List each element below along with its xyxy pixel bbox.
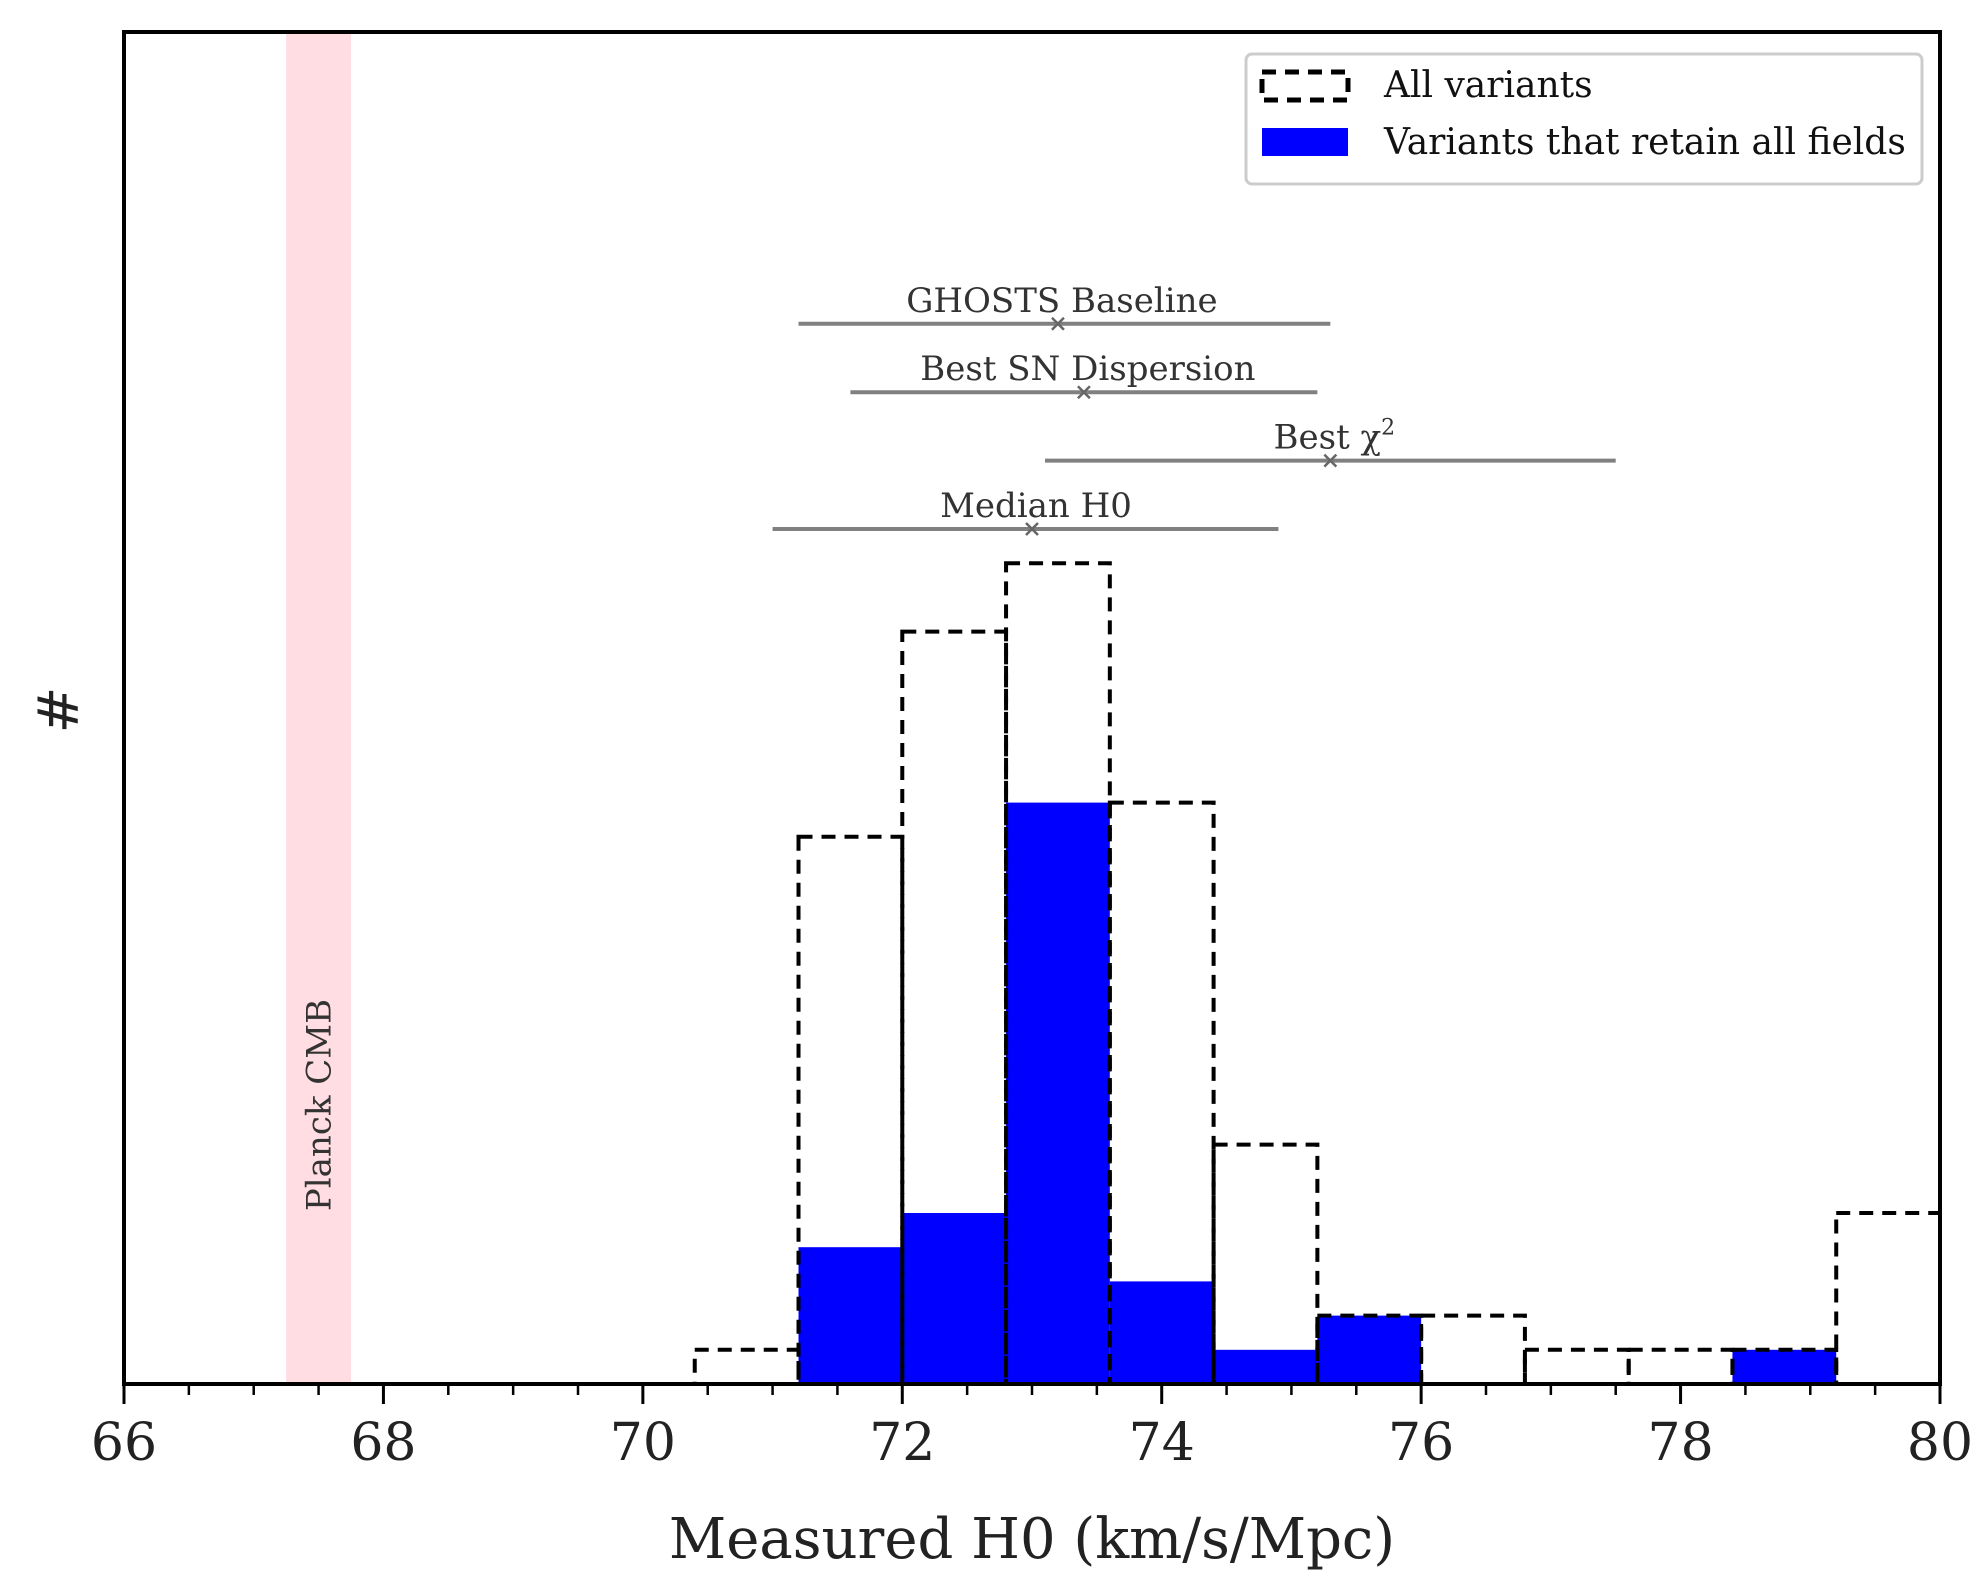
planck-cmb-band [286, 32, 351, 1384]
x-tick-label: 66 [91, 1413, 157, 1473]
bar-retain-all-fields [798, 1247, 903, 1384]
bar-all-variants [1522, 1347, 1631, 1387]
legend-swatch-retain-all-fields [1262, 128, 1348, 156]
bar-all-variants [1626, 1347, 1735, 1387]
annotation-marker [1025, 522, 1039, 536]
legend-swatch-all-variants [1259, 69, 1351, 103]
x-tick-label: 76 [1388, 1413, 1454, 1473]
legend-label-all-variants: All variants [1383, 65, 1593, 106]
bar-all-variants [1419, 1313, 1527, 1386]
annotation-marker [1051, 316, 1065, 331]
x-tick-label: 68 [350, 1413, 416, 1473]
annotation-marker [1077, 385, 1091, 400]
planck-band-layer: Planck CMB [286, 32, 351, 1384]
x-ticks-layer: 66 68 70 72 74 76 78 80 [91, 1384, 1971, 1473]
plot-frame [122, 30, 1942, 1386]
legend: All variants Variants that retain all fi… [1244, 52, 1924, 186]
legend-label-retain-all-fields: Variants that retain all fields [1383, 122, 1906, 163]
x-tick-label: 78 [1647, 1413, 1713, 1473]
legend-box [1244, 52, 1924, 186]
annotations-layer: GHOSTS Baseline Best SN Dispersion Best χ2… [772, 281, 1616, 536]
bar-all-variants [1315, 1313, 1424, 1386]
annotation-label: Median H0 [940, 486, 1132, 526]
bar-all-variants [692, 1347, 801, 1387]
bar-all-variants [1211, 1142, 1320, 1386]
bars-layer [692, 561, 1942, 1387]
x-tick-label: 70 [610, 1413, 676, 1473]
x-axis-title: Measured H0 (km/s/Mpc) [669, 1507, 1395, 1572]
bar-retain-all-fields [1213, 1349, 1318, 1384]
bar-retain-all-fields [902, 1213, 1007, 1384]
annotation-marker [1323, 453, 1338, 468]
x-tick-label: 72 [869, 1413, 935, 1473]
y-axis-title: # [27, 687, 92, 734]
bar-retain-all-fields [1317, 1315, 1422, 1384]
bar-retain-all-fields [1109, 1281, 1214, 1384]
planck-cmb-label: Planck CMB [300, 999, 340, 1211]
x-tick-label: 74 [1129, 1413, 1195, 1473]
bar-retain-all-fields [1732, 1349, 1837, 1384]
bar-all-variants [1834, 1211, 1942, 1386]
x-tick-label: 80 [1907, 1413, 1971, 1473]
annotation-label: Best χ2 [1274, 416, 1396, 458]
annotation-label: GHOSTS Baseline [906, 281, 1217, 321]
bar-retain-all-fields [1006, 802, 1110, 1384]
annotation-label: Best SN Dispersion [920, 349, 1255, 389]
